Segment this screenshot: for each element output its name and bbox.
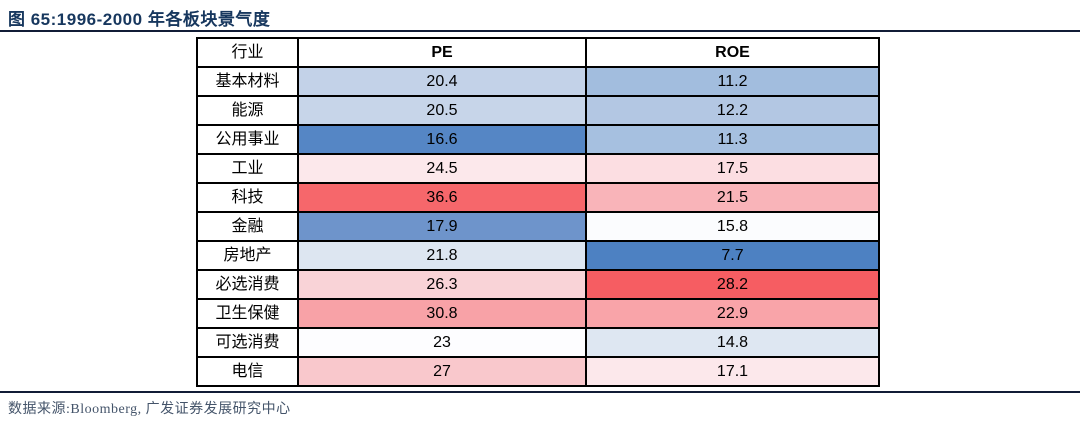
sector-heatmap-table: 行业 PE ROE 基本材料 20.4 11.2 能源 20.5 12.2 公用事业 16.6… — [196, 37, 880, 387]
industry-cell: 卫生保健 — [196, 298, 299, 329]
pe-value-cell: 24.5 — [297, 153, 587, 184]
figure-title: 图 65:1996-2000 年各板块景气度 — [8, 10, 271, 29]
table-body: 基本材料 20.4 11.2 能源 20.5 12.2 公用事业 16.6 11.3 工业 24.5… — [196, 66, 880, 387]
roe-value-cell: 12.2 — [585, 95, 880, 126]
column-header-pe: PE — [297, 37, 587, 68]
industry-cell: 电信 — [196, 356, 299, 387]
pe-value-cell: 26.3 — [297, 269, 587, 300]
roe-value-cell: 14.8 — [585, 327, 880, 358]
industry-cell: 公用事业 — [196, 124, 299, 155]
roe-value-cell: 15.8 — [585, 211, 880, 242]
table-row: 能源 20.5 12.2 — [196, 95, 880, 126]
table-row: 必选消费 26.3 28.2 — [196, 269, 880, 300]
roe-value-cell: 17.5 — [585, 153, 880, 184]
footer-divider — [0, 391, 1080, 393]
roe-value-cell: 28.2 — [585, 269, 880, 300]
industry-cell: 基本材料 — [196, 66, 299, 97]
industry-cell: 房地产 — [196, 240, 299, 271]
industry-cell: 科技 — [196, 182, 299, 213]
table-row: 金融 17.9 15.8 — [196, 211, 880, 242]
pe-value-cell: 21.8 — [297, 240, 587, 271]
table-row: 公用事业 16.6 11.3 — [196, 124, 880, 155]
pe-value-cell: 36.6 — [297, 182, 587, 213]
table-row: 可选消费 23 14.8 — [196, 327, 880, 358]
data-source-note: 数据来源:Bloomberg, 广发证券发展研究中心 — [8, 402, 291, 417]
table-row: 科技 36.6 21.5 — [196, 182, 880, 213]
industry-cell: 必选消费 — [196, 269, 299, 300]
table-row: 基本材料 20.4 11.2 — [196, 66, 880, 97]
column-header-industry: 行业 — [196, 37, 299, 68]
header-row: 行业 PE ROE — [196, 37, 880, 68]
pe-value-cell: 23 — [297, 327, 587, 358]
roe-value-cell: 17.1 — [585, 356, 880, 387]
pe-value-cell: 27 — [297, 356, 587, 387]
data-table: 行业 PE ROE 基本材料 20.4 11.2 能源 20.5 12.2 公用事业 16.6… — [196, 37, 880, 387]
table-row: 卫生保健 30.8 22.9 — [196, 298, 880, 329]
roe-value-cell: 11.3 — [585, 124, 880, 155]
table-row: 房地产 21.8 7.7 — [196, 240, 880, 271]
pe-value-cell: 17.9 — [297, 211, 587, 242]
roe-value-cell: 7.7 — [585, 240, 880, 271]
column-header-roe: ROE — [585, 37, 880, 68]
pe-value-cell: 16.6 — [297, 124, 587, 155]
roe-value-cell: 21.5 — [585, 182, 880, 213]
table-row: 工业 24.5 17.5 — [196, 153, 880, 184]
table-header: 行业 PE ROE — [196, 37, 880, 68]
pe-value-cell: 20.4 — [297, 66, 587, 97]
roe-value-cell: 22.9 — [585, 298, 880, 329]
pe-value-cell: 30.8 — [297, 298, 587, 329]
pe-value-cell: 20.5 — [297, 95, 587, 126]
table-row: 电信 27 17.1 — [196, 356, 880, 387]
industry-cell: 工业 — [196, 153, 299, 184]
title-divider — [0, 30, 1080, 32]
roe-value-cell: 11.2 — [585, 66, 880, 97]
industry-cell: 金融 — [196, 211, 299, 242]
industry-cell: 可选消费 — [196, 327, 299, 358]
industry-cell: 能源 — [196, 95, 299, 126]
